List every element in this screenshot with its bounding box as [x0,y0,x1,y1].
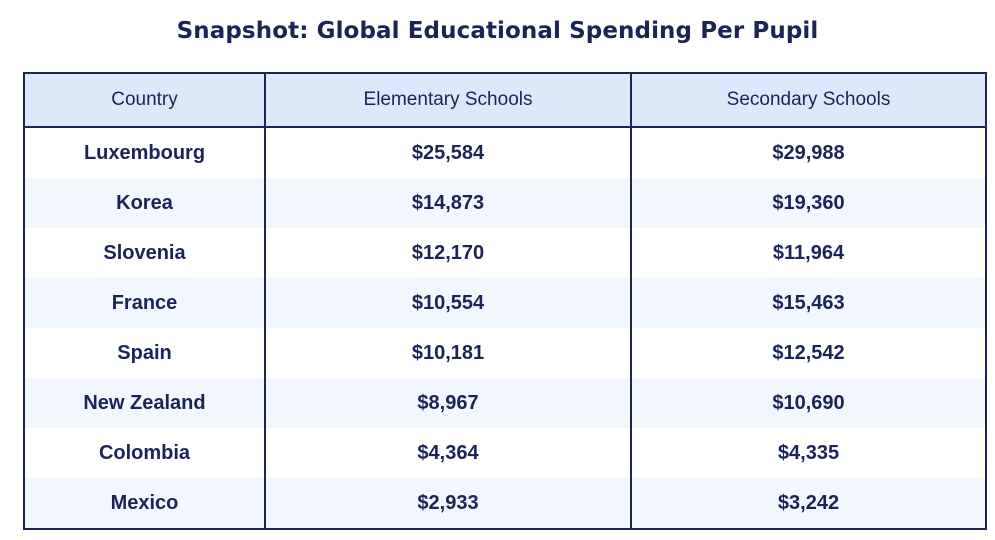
elementary-cell: $2,933 [264,478,632,530]
table-row: France $10,554 $15,463 [23,278,987,328]
country-cell: Colombia [23,428,266,478]
country-cell: Luxembourg [23,127,266,178]
secondary-cell: $11,964 [630,228,987,278]
elementary-cell: $12,170 [264,228,632,278]
secondary-cell: $15,463 [630,278,987,328]
country-cell: New Zealand [23,378,266,428]
elementary-cell: $10,554 [264,278,632,328]
secondary-cell: $19,360 [630,178,987,228]
spending-table: Country Elementary Schools Secondary Sch… [23,72,987,530]
table-row: Luxembourg $25,584 $29,988 [23,127,987,178]
table-row: Korea $14,873 $19,360 [23,178,987,228]
secondary-cell: $12,542 [630,328,987,378]
secondary-cell: $3,242 [630,478,987,530]
table-row: Slovenia $12,170 $11,964 [23,228,987,278]
table-row: Mexico $2,933 $3,242 [23,478,987,530]
country-cell: Spain [23,328,266,378]
elementary-cell: $8,967 [264,378,632,428]
table-row: New Zealand $8,967 $10,690 [23,378,987,428]
elementary-cell: $10,181 [264,328,632,378]
country-cell: Korea [23,178,266,228]
chart-title: Snapshot: Global Educational Spending Pe… [176,18,819,44]
column-header-country: Country [23,72,266,128]
table-row: Spain $10,181 $12,542 [23,328,987,378]
table-row: Colombia $4,364 $4,335 [23,428,987,478]
secondary-cell: $4,335 [630,428,987,478]
country-cell: Slovenia [23,228,266,278]
column-header-elementary: Elementary Schools [264,72,632,128]
elementary-cell: $4,364 [264,428,632,478]
elementary-cell: $25,584 [264,127,632,178]
column-header-secondary: Secondary Schools [630,72,987,128]
elementary-cell: $14,873 [264,178,632,228]
spending-table-container: Country Elementary Schools Secondary Sch… [23,72,987,530]
country-cell: Mexico [23,478,266,530]
secondary-cell: $29,988 [630,127,987,178]
table-header-row: Country Elementary Schools Secondary Sch… [23,72,987,128]
country-cell: France [23,278,266,328]
secondary-cell: $10,690 [630,378,987,428]
